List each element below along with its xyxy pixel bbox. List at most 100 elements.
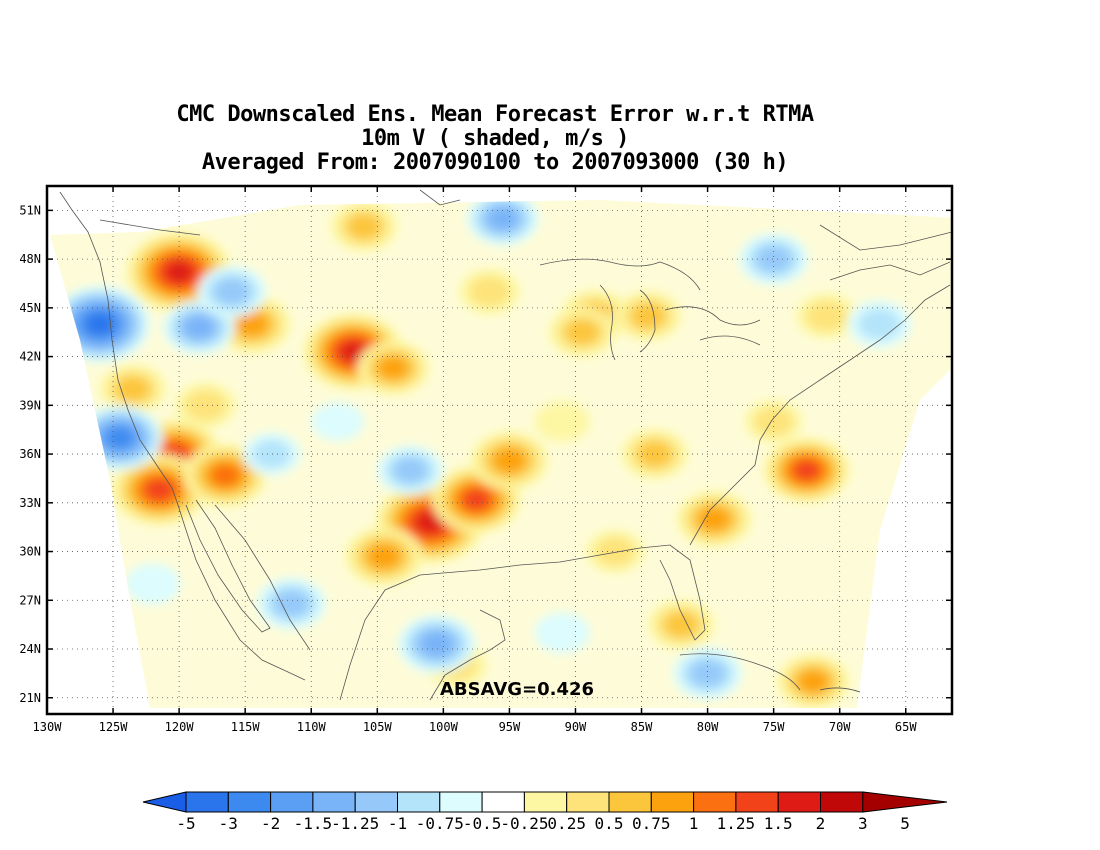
colorbar-swatch: [566, 791, 610, 813]
error-contour: [806, 300, 847, 332]
error-contour: [595, 537, 635, 566]
colorbar-tick-label: 1: [689, 814, 699, 833]
colorbar-swatch: [608, 791, 652, 813]
colorbar-tick-label: 0.5: [595, 814, 624, 833]
colorbar-tick-label: -3: [219, 814, 238, 833]
colorbar-tick-label: 3: [858, 814, 868, 833]
lat-tick-label: 27N: [19, 593, 41, 607]
lon-tick-label: 125W: [99, 720, 129, 734]
lon-tick-label: 105W: [363, 720, 393, 734]
error-contour: [488, 207, 518, 230]
error-contour: [252, 439, 291, 469]
colorbar-tick-label: -0.5: [463, 814, 502, 833]
absavg-annotation: ABSAVG=0.426: [440, 679, 594, 700]
colorbar-swatch: [397, 791, 441, 813]
lon-tick-label: 115W: [231, 720, 261, 734]
lat-tick-label: 21N: [19, 691, 41, 705]
colorbar-tick-label: -1.25: [331, 814, 379, 833]
error-contour: [116, 376, 150, 402]
lat-tick-label: 24N: [19, 642, 41, 656]
colorbar-tick-label: 2: [816, 814, 826, 833]
error-contour: [534, 401, 590, 442]
lat-tick-label: 42N: [19, 350, 41, 364]
error-contour: [236, 312, 268, 336]
error-contour: [421, 632, 453, 656]
error-contour: [858, 308, 901, 340]
colorbar-swatch: [270, 791, 314, 813]
error-contour: [184, 316, 214, 339]
error-contour: [416, 511, 444, 533]
colorbar-tick-label: -1: [388, 814, 407, 833]
latitude-labels: 51N 48N 45N 42N 39N 36N 33N 30N 27N 24N 21N: [19, 203, 41, 704]
error-contour: [378, 357, 408, 379]
lon-tick-label: 85W: [631, 720, 653, 734]
error-contour: [463, 489, 490, 510]
error-contour: [493, 448, 525, 473]
error-contour: [690, 660, 725, 687]
lat-tick-label: 39N: [19, 398, 41, 412]
error-contour: [534, 612, 590, 654]
colorbar-swatch: [650, 791, 695, 813]
colorbar-swatch: [693, 791, 737, 813]
error-contour: [214, 278, 250, 305]
plot-frame: [45, 184, 954, 716]
colorbar-swatch: [354, 791, 399, 813]
lon-tick-label: 70W: [829, 720, 851, 734]
shaded-field: [50, 200, 952, 708]
lat-tick-label: 45N: [19, 301, 41, 315]
colorbar-tick-label: -1.5: [294, 814, 333, 833]
error-contour: [638, 441, 672, 467]
lat-tick-label: 48N: [19, 252, 41, 266]
lon-tick-label: 80W: [697, 720, 719, 734]
colorbar-swatch: [481, 791, 525, 813]
colorbar-tick-label: -0.75: [416, 814, 464, 833]
error-contour: [393, 457, 427, 483]
colorbar-swatch: [439, 791, 483, 813]
lon-tick-label: 75W: [763, 720, 785, 734]
error-contour: [274, 590, 309, 617]
error-contour: [185, 390, 226, 421]
error-contour: [565, 319, 599, 345]
colorbar-labels: -5 -3 -2 -1.5-1.25 -1 -0.75-0.5-0.250.25 0.5 0.…: [176, 814, 910, 833]
colorbar-tick-label: 1.5: [764, 814, 793, 833]
colorbar-swatch: [735, 791, 779, 813]
error-contour: [87, 314, 113, 334]
map-title-line-3: Averaged From: 2007090100 to 2007093000 …: [201, 150, 789, 175]
lon-tick-label: 100W: [429, 720, 459, 734]
error-contour: [469, 276, 510, 307]
colorbar-tick-label: -2: [261, 814, 280, 833]
map-title-line-2: 10m V ( shaded, m/s ): [361, 126, 629, 151]
coastline-outlines: [59, 189, 952, 701]
colorbar-swatch: [227, 791, 272, 813]
lon-tick-label: 110W: [297, 720, 327, 734]
error-contour: [798, 670, 828, 693]
error-contour: [664, 612, 698, 638]
lat-tick-label: 33N: [19, 496, 41, 510]
colorbar-arrow-right: [862, 791, 948, 813]
colorbar: [142, 791, 948, 813]
map-title-line-1: CMC Downscaled Ens. Mean Forecast Error …: [176, 102, 814, 127]
colorbar-arrow-left: [142, 791, 187, 813]
lon-tick-label: 90W: [565, 720, 587, 734]
colorbar-swatch: [523, 791, 568, 813]
lat-tick-label: 30N: [19, 545, 41, 559]
colorbar-tick-label: -0.25: [500, 814, 548, 833]
error-contour: [165, 262, 193, 283]
error-contour: [368, 544, 400, 569]
colorbar-swatch: [185, 791, 229, 813]
colorbar-swatch: [777, 791, 822, 813]
colorbar-tick-label: 0.25: [547, 814, 586, 833]
error-contour: [107, 428, 132, 448]
colorbar-tick-label: 0.75: [632, 814, 671, 833]
error-contour: [347, 214, 381, 240]
lon-tick-label: 95W: [499, 720, 521, 734]
colorbar-tick-label: -5: [176, 814, 195, 833]
colorbar-swatch: [820, 791, 864, 813]
colorbar-swatch: [312, 791, 356, 813]
error-contour: [311, 402, 364, 441]
error-contour: [794, 461, 819, 480]
longitude-labels: 130W 125W 120W 115W 110W 105W 100W 95W 90W 85W 80W…: [33, 720, 918, 734]
error-contour: [756, 246, 791, 273]
error-contour: [631, 303, 665, 329]
